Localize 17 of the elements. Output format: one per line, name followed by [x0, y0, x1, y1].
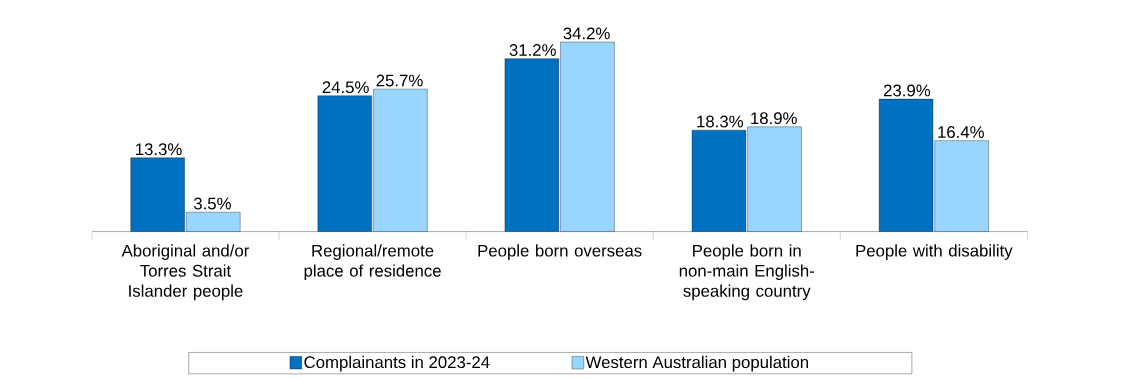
x-tick-label: People with disability	[856, 244, 1013, 260]
data-label: 23.9%	[883, 84, 931, 97]
x-tick-label: Regional/remote place of residence	[304, 244, 441, 281]
data-label: 34.2%	[563, 27, 610, 40]
legend-label: Complainants in 2023-24	[304, 355, 490, 372]
data-label: 13.3%	[136, 143, 182, 156]
data-label: 3.5%	[193, 197, 231, 210]
x-tick-label: People born in non-main English-speaking country	[679, 244, 815, 301]
x-tick-label: Aboriginal and/or Torres Strait Islander people	[121, 244, 250, 301]
data-label: 24.5%	[322, 81, 369, 94]
data-label: 25.7%	[376, 74, 423, 87]
x-tick-label: People born overseas	[478, 244, 642, 260]
data-label: 18.3%	[697, 115, 743, 128]
legend-label: Western Australian population	[585, 355, 808, 372]
data-label: 18.9%	[751, 112, 797, 125]
data-label: 31.2%	[509, 44, 556, 56]
data-label: 16.4%	[938, 126, 984, 138]
